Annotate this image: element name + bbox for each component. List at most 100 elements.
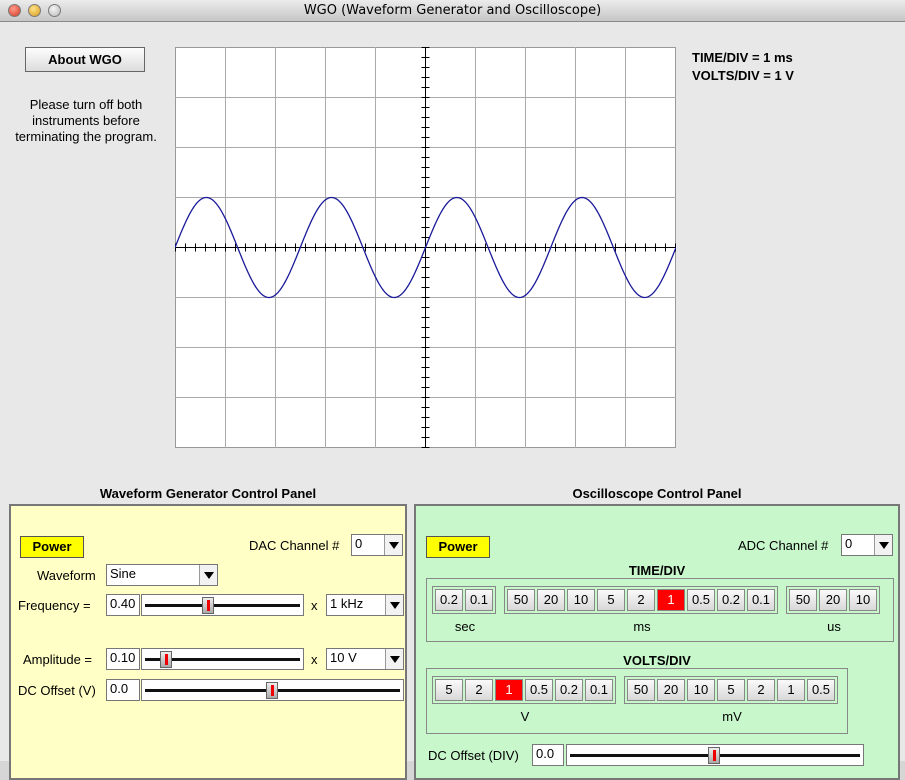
notice-line: Please turn off both [29, 97, 143, 112]
adc-channel-select[interactable]: 0 [841, 534, 893, 556]
volts-div-button[interactable]: 50 [627, 679, 655, 701]
waveform-select[interactable]: Sine [106, 564, 218, 586]
time-div-button[interactable]: 0.5 [687, 589, 715, 611]
time-div-readout: TIME/DIV = 1 ms [692, 50, 793, 65]
time-div-unit-label: us [827, 619, 841, 634]
time-div-unit-label: sec [454, 619, 476, 634]
chevron-down-icon [199, 565, 217, 585]
frequency-unit-select[interactable]: 1 kHz [326, 594, 404, 616]
chevron-down-icon [384, 535, 402, 555]
time-div-button[interactable]: 5 [597, 589, 625, 611]
dac-channel-label: DAC Channel # [249, 538, 340, 553]
volts-div-group [426, 668, 848, 734]
waveform-trace [175, 196, 676, 299]
notice-line: terminating the program. [15, 129, 157, 144]
wg-dc-offset-slider[interactable] [141, 679, 404, 701]
adc-channel-label: ADC Channel # [738, 538, 829, 553]
volts-div-button[interactable]: 0.5 [807, 679, 835, 701]
volts-div-button[interactable]: 5 [717, 679, 745, 701]
volts-div-button[interactable]: 2 [747, 679, 775, 701]
volts-div-button[interactable]: 1 [777, 679, 805, 701]
time-div-button[interactable]: 2 [627, 589, 655, 611]
time-div-button[interactable]: 10 [849, 589, 877, 611]
about-button[interactable]: About WGO [25, 47, 145, 72]
time-div-button[interactable]: 0.1 [465, 589, 493, 611]
minimize-window-button[interactable] [28, 4, 41, 17]
frequency-unit-value: 1 kHz [330, 596, 364, 611]
time-div-button[interactable]: 0.2 [435, 589, 463, 611]
time-div-button[interactable]: 0.2 [717, 589, 745, 611]
volts-div-button[interactable]: 1 [495, 679, 523, 701]
zoom-window-button[interactable] [48, 4, 61, 17]
amplitude-multiplier-sign: x [311, 652, 318, 667]
osc-dc-offset-field[interactable]: 0.0 [532, 744, 564, 766]
volts-div-button[interactable]: 0.2 [555, 679, 583, 701]
dac-channel-select[interactable]: 0 [351, 534, 403, 556]
time-div-button[interactable]: 50 [507, 589, 535, 611]
close-window-button[interactable] [8, 4, 21, 17]
chevron-down-icon [385, 595, 403, 615]
volts-div-button-group: 5 2 1 0.5 0.2 0.1 [432, 676, 616, 704]
frequency-multiplier-sign: x [311, 598, 318, 613]
osc-panel-title: Oscilloscope Control Panel [572, 486, 742, 501]
time-div-button[interactable]: 0.1 [747, 589, 775, 611]
amplitude-slider[interactable] [141, 648, 304, 670]
volts-div-button[interactable]: 5 [435, 679, 463, 701]
title-bar: WGO (Waveform Generator and Oscilloscope… [0, 0, 905, 22]
notice-line: instruments before [32, 113, 140, 128]
frequency-field[interactable]: 0.40 [106, 594, 140, 616]
waveform-generator-panel: Power DAC Channel # 0 Waveform Sine Freq… [9, 504, 407, 780]
volts-div-unit-label: mV [722, 709, 742, 724]
time-div-button[interactable]: 20 [819, 589, 847, 611]
amplitude-unit-value: 10 V [330, 650, 357, 665]
volts-div-button[interactable]: 10 [687, 679, 715, 701]
volts-div-unit-label: V [520, 709, 530, 724]
volts-div-button[interactable]: 0.5 [525, 679, 553, 701]
volts-div-button-group: 50 20 10 5 2 1 0.5 [624, 676, 838, 704]
oscilloscope-panel: Power ADC Channel # 0 TIME/DIV 0.2 0.1 sec… [414, 504, 900, 780]
amplitude-field[interactable]: 0.10 [106, 648, 140, 670]
osc-dc-offset-label: DC Offset (DIV) [428, 748, 519, 763]
adc-channel-value: 0 [845, 536, 853, 551]
amplitude-unit-select[interactable]: 10 V [326, 648, 404, 670]
wg-panel-title: Waveform Generator Control Panel [99, 486, 317, 501]
slider-thumb[interactable] [160, 651, 172, 668]
time-div-group [426, 578, 894, 642]
wg-dc-offset-label: DC Offset (V) [18, 683, 96, 698]
slider-thumb[interactable] [708, 747, 720, 764]
dac-channel-value: 0 [355, 536, 363, 551]
time-div-title: TIME/DIV [628, 563, 686, 578]
time-div-button-group: 50 20 10 5 2 1 0.5 0.2 0.1 [504, 586, 778, 614]
volts-div-button[interactable]: 0.1 [585, 679, 613, 701]
osc-dc-offset-slider[interactable] [566, 744, 864, 766]
slider-thumb[interactable] [266, 682, 278, 699]
volts-div-readout: VOLTS/DIV = 1 V [692, 68, 794, 83]
time-div-button[interactable]: 50 [789, 589, 817, 611]
time-div-unit-label: ms [633, 619, 651, 634]
oscilloscope-screen [175, 47, 676, 448]
slider-track [145, 658, 300, 661]
time-div-button-group: 50 20 10 [786, 586, 880, 614]
volts-div-title: VOLTS/DIV [623, 653, 691, 668]
window-title: WGO (Waveform Generator and Oscilloscope… [303, 3, 602, 18]
shutdown-notice: Please turn off both instruments before … [6, 97, 166, 145]
time-div-button[interactable]: 1 [657, 589, 685, 611]
main-content: About WGO Please turn off both instrumen… [0, 23, 905, 780]
wg-dc-offset-field[interactable]: 0.0 [106, 679, 140, 701]
waveform-label: Waveform [37, 568, 96, 583]
slider-track [145, 604, 300, 607]
frequency-slider[interactable] [141, 594, 304, 616]
time-div-button-group: 0.2 0.1 [432, 586, 496, 614]
time-div-button[interactable]: 20 [537, 589, 565, 611]
slider-thumb[interactable] [202, 597, 214, 614]
frequency-label: Frequency = [18, 598, 91, 613]
volts-div-button[interactable]: 20 [657, 679, 685, 701]
time-div-button[interactable]: 10 [567, 589, 595, 611]
volts-div-button[interactable]: 2 [465, 679, 493, 701]
waveform-value: Sine [110, 566, 137, 581]
wg-power-button[interactable]: Power [20, 536, 84, 558]
amplitude-label: Amplitude = [23, 652, 93, 667]
osc-power-button[interactable]: Power [426, 536, 490, 558]
chevron-down-icon [874, 535, 892, 555]
